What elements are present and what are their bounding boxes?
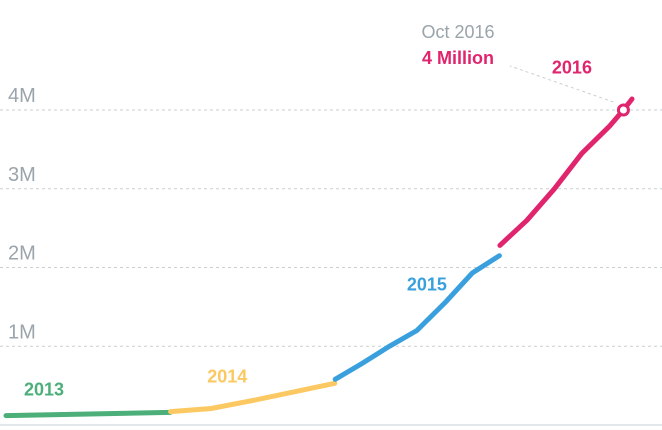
series-line-2016 xyxy=(497,96,635,248)
series-line-2013 xyxy=(3,409,173,419)
annotation-date-label: Oct 2016 xyxy=(421,22,494,42)
year-label-2016: 2016 xyxy=(552,57,592,77)
y-tick-label-4m: 4M xyxy=(8,85,36,107)
series-line-2014 xyxy=(168,380,338,415)
annotation-leader-line xyxy=(509,65,614,103)
year-label-2015: 2015 xyxy=(407,275,447,295)
gridlines xyxy=(0,109,662,347)
year-label-2014: 2014 xyxy=(207,367,247,387)
y-tick-labels: 1M 2M 3M 4M xyxy=(8,85,36,343)
y-tick-label-3m: 3M xyxy=(8,164,36,186)
series-line-2015 xyxy=(332,253,502,382)
year-label-2013: 2013 xyxy=(24,380,64,400)
annotation-value-label: 4 Million xyxy=(422,48,494,68)
annotation-marker xyxy=(616,103,630,117)
peak-annotation: Oct 2016 4 Million xyxy=(421,22,630,117)
y-tick-label-2m: 2M xyxy=(8,243,36,265)
y-tick-label-1m: 1M xyxy=(8,321,36,343)
series-lines xyxy=(3,96,635,419)
year-labels: 2013 2014 2015 2016 xyxy=(24,57,592,399)
